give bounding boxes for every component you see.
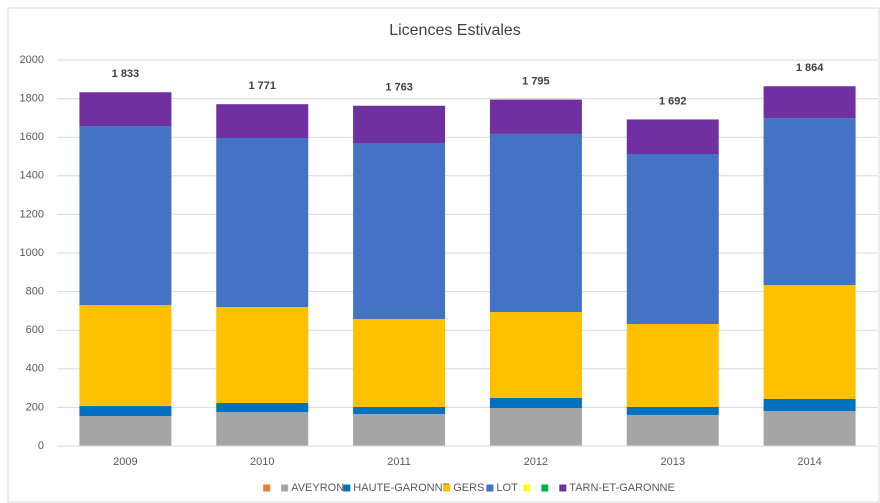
bar-segment — [79, 416, 172, 446]
bar-segment — [353, 319, 446, 408]
bar-segment — [626, 407, 719, 415]
bar-segment — [216, 307, 309, 403]
total-label: 1 833 — [112, 68, 140, 80]
bar-segment — [353, 105, 446, 143]
y-tick-label: 1000 — [20, 247, 44, 259]
x-tick-label: 2010 — [250, 456, 274, 468]
y-tick-label: 0 — [38, 440, 44, 452]
bar-segment — [216, 412, 309, 446]
bar-segment — [763, 411, 856, 446]
total-label: 1 864 — [796, 62, 824, 74]
bar-segment — [763, 118, 856, 286]
x-tick-label: 2009 — [113, 456, 137, 468]
y-tick-label: 1400 — [20, 170, 44, 182]
legend-label: AVEYRON — [291, 482, 344, 494]
bar-segment — [489, 99, 582, 134]
bar-segment — [216, 402, 309, 413]
legend-swatch — [486, 484, 494, 492]
legend-swatch — [523, 484, 531, 492]
x-tick-label: 2014 — [797, 456, 821, 468]
x-tick-label: 2013 — [661, 456, 685, 468]
legend-swatch — [263, 484, 271, 492]
bar-segment — [353, 407, 446, 414]
bar-segment — [763, 285, 856, 399]
bar-segment — [79, 406, 172, 417]
bar-segment — [79, 126, 172, 306]
legend-label: GERS — [453, 482, 484, 494]
bar-segment — [626, 414, 719, 446]
bar-segment — [489, 133, 582, 313]
legend-swatch — [281, 484, 289, 492]
bar-segment — [216, 137, 309, 308]
bar-segment — [763, 398, 856, 412]
y-tick-label: 2000 — [20, 54, 44, 66]
legend-swatch — [443, 484, 451, 492]
bar-segment — [79, 305, 172, 407]
y-tick-label: 1800 — [20, 93, 44, 105]
bar-segment — [489, 312, 582, 398]
total-label: 1 795 — [522, 75, 550, 87]
bar-segment — [763, 86, 856, 119]
x-tick-label: 2012 — [524, 456, 548, 468]
y-tick-label: 400 — [26, 363, 44, 375]
total-label: 1 692 — [659, 95, 687, 107]
bar-segment — [353, 413, 446, 446]
y-tick-label: 1600 — [20, 131, 44, 143]
y-tick-label: 800 — [26, 286, 44, 298]
legend-swatch — [343, 484, 351, 492]
bar-segment — [489, 407, 582, 446]
total-label: 1 771 — [248, 80, 276, 92]
bar-segment — [626, 153, 719, 325]
total-label: 1 763 — [385, 82, 413, 94]
y-tick-label: 200 — [26, 401, 44, 413]
y-tick-label: 600 — [26, 324, 44, 336]
legend-swatch — [559, 484, 567, 492]
legend-label: LOT — [496, 482, 518, 494]
bar-segment — [626, 119, 719, 154]
bar-segment — [353, 142, 446, 320]
x-tick-label: 2011 — [387, 456, 411, 468]
legend-label: TARN-ET-GARONNE — [569, 482, 675, 494]
y-tick-label: 1200 — [20, 208, 44, 220]
chart-title: Licences Estivales — [389, 22, 521, 39]
bar-segment — [216, 104, 309, 138]
legend-label: HAUTE-GARONNE — [353, 482, 450, 494]
bar-segment — [626, 324, 719, 408]
bar-segment — [489, 397, 582, 408]
legend-swatch — [541, 484, 549, 492]
bar-segment — [79, 92, 172, 127]
